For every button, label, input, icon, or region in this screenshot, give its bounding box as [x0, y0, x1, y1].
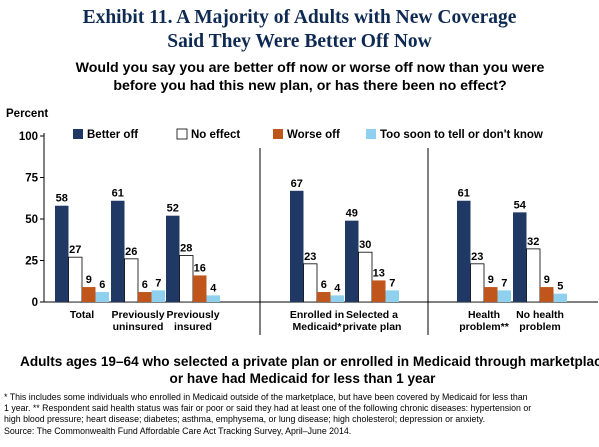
footnote-line-2: 1 year. ** Respondent said health status…: [4, 403, 532, 414]
x-category-label: Previously: [111, 309, 164, 321]
bar-no-effect: [526, 248, 541, 303]
subtitle-line-2: or have had Medicaid for less than 1 yea…: [169, 371, 436, 386]
data-label: 6: [99, 279, 105, 291]
bar-worse-off: [484, 287, 498, 302]
data-label: 7: [389, 277, 395, 289]
bar-too-soon-to-tell-or-don-t-know: [151, 290, 165, 302]
subtitle-line-1: Adults ages 19–64 who selected a private…: [20, 354, 599, 369]
x-category-label: private plan: [343, 321, 402, 333]
legend-label-no-effect: No effect: [191, 129, 240, 141]
bar-better-off: [166, 215, 180, 302]
footnote-line-3: high blood pressure; heart disease; diab…: [4, 414, 486, 425]
title-line-2: Said They Were Better Off Now: [167, 31, 432, 52]
y-axis-label: Percent: [6, 108, 48, 120]
legend-swatch-better-off: [73, 129, 83, 139]
data-label: 9: [544, 274, 550, 286]
data-label: 9: [488, 274, 494, 286]
data-label: 58: [56, 193, 68, 205]
bar-too-soon-to-tell-or-don-t-know: [206, 295, 220, 302]
bar-no-effect: [303, 263, 318, 303]
data-label: 7: [501, 277, 507, 289]
bar-better-off: [457, 200, 471, 302]
question-line-2: before you had this new plan, or has the…: [113, 78, 507, 94]
bar-too-soon-to-tell-or-don-t-know: [385, 290, 399, 302]
x-category-label: No health: [516, 309, 564, 321]
data-label: 52: [167, 203, 179, 215]
data-label: 26: [125, 246, 137, 258]
data-label: 4: [210, 282, 217, 294]
x-category-label: Previously: [166, 309, 219, 321]
bar-worse-off: [193, 275, 207, 302]
bar-worse-off: [540, 287, 554, 302]
data-label: 6: [321, 279, 327, 291]
y-tick-label: 0: [32, 297, 38, 309]
data-label: 4: [334, 282, 341, 294]
x-category-label: Health: [468, 309, 500, 321]
x-category-label: uninsured: [113, 321, 164, 333]
bar-too-soon-to-tell-or-don-t-know: [553, 293, 567, 302]
bar-no-effect: [68, 256, 83, 303]
bar-better-off: [513, 212, 527, 302]
bar-too-soon-to-tell-or-don-t-know: [497, 290, 511, 302]
legend-label-worse-off: Worse off: [287, 129, 340, 141]
legend-label-better-off: Better off: [87, 129, 138, 141]
x-category-label: Selected a: [346, 309, 398, 321]
data-label: 13: [373, 267, 385, 279]
bar-better-off: [290, 190, 304, 302]
bar-too-soon-to-tell-or-don-t-know: [330, 295, 344, 302]
y-tick-label: 100: [19, 131, 38, 143]
x-category-label: problem**: [459, 321, 510, 333]
legend-swatch-too-soon-to-tell-or-don-t-know: [366, 129, 376, 139]
data-label: 27: [69, 244, 81, 256]
exhibit-title: Exhibit 11. A Majority of Adults with Ne…: [0, 6, 599, 54]
y-tick-label: 25: [25, 256, 38, 268]
title-line-1: Exhibit 11. A Majority of Adults with Ne…: [82, 7, 517, 28]
legend-swatch-no-effect: [176, 128, 188, 140]
data-label: 54: [514, 199, 527, 211]
x-category-label: insured: [174, 321, 212, 333]
y-tick-label: 75: [25, 173, 38, 185]
data-label: 67: [291, 178, 303, 190]
bar-no-effect: [470, 263, 485, 303]
data-label: 9: [86, 274, 92, 286]
data-label: 23: [471, 251, 483, 263]
survey-question: Would you say you are better off now or …: [30, 59, 590, 95]
footnote-line-1: * This includes some individuals who enr…: [4, 392, 528, 402]
data-label: 32: [527, 236, 539, 248]
y-tick-label: 50: [25, 214, 38, 226]
population-subtitle: Adults ages 19–64 who selected a private…: [20, 353, 599, 387]
x-category-label: Total: [70, 309, 94, 321]
data-label: 30: [359, 239, 371, 251]
bar-no-effect: [358, 251, 373, 303]
legend-label-too-soon-to-tell-or-don-t-know: Too soon to tell or don't know: [380, 129, 543, 141]
bar-better-off: [111, 200, 125, 302]
source-line: Source: The Commonwealth Fund Affordable…: [4, 425, 352, 436]
bar-better-off: [55, 205, 69, 302]
legend-swatch-worse-off: [273, 129, 283, 139]
bar-worse-off: [372, 280, 386, 302]
x-category-label: Enrolled in: [290, 309, 344, 321]
bar-no-effect: [179, 255, 194, 303]
bar-worse-off: [82, 287, 96, 302]
bar-better-off: [345, 220, 359, 302]
data-label: 23: [304, 251, 316, 263]
bar-worse-off: [138, 292, 152, 302]
bar-worse-off: [317, 292, 331, 302]
bar-too-soon-to-tell-or-don-t-know: [95, 292, 109, 302]
data-label: 16: [194, 262, 206, 274]
data-label: 61: [112, 188, 124, 200]
data-label: 7: [155, 277, 161, 289]
question-line-1: Would you say you are better off now or …: [75, 60, 545, 76]
x-category-label: problem: [519, 321, 560, 333]
footnotes: * This includes some individuals who enr…: [4, 392, 596, 437]
x-category-label: Medicaid*: [292, 321, 342, 333]
data-label: 61: [458, 188, 470, 200]
bar-no-effect: [124, 258, 139, 303]
data-label: 28: [180, 243, 192, 255]
data-label: 5: [557, 281, 563, 293]
data-label: 6: [142, 279, 148, 291]
data-label: 49: [346, 208, 358, 220]
